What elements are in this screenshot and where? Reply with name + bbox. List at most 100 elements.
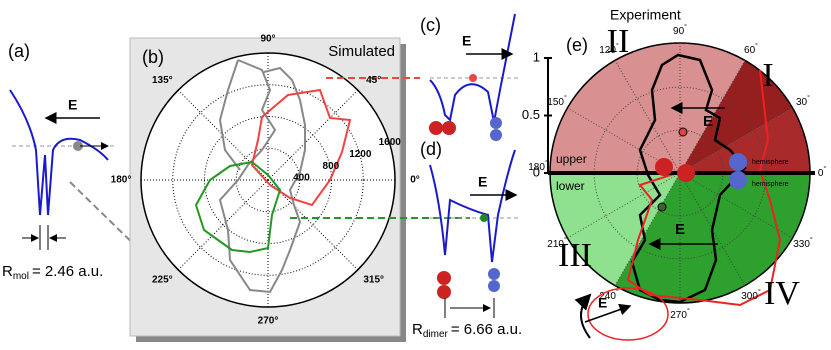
angle-value: 30 [796,97,808,108]
angle-value: 90 [673,26,685,37]
quadrant-label: III [558,237,592,274]
gray-curve [218,59,306,294]
hemisphere-label: upper [556,152,587,166]
degree: ° [687,307,690,315]
field-label: E [598,295,607,311]
panel-title: Experiment [610,7,681,23]
angle-label: 90° [673,23,687,37]
angle-value: 0 [818,168,824,179]
angle-label: 225° [152,274,173,285]
field-label: E [478,174,487,190]
quadrant-label: II [607,23,630,60]
panel-label: (b) [142,47,164,67]
degree: ° [807,94,810,102]
field-vector [584,303,632,323]
hemisphere-label: lower [556,179,585,193]
angle-label: 330° [793,236,813,250]
angle-label: 45° [366,75,381,86]
field-label: E [462,33,471,49]
angle-label: 300° [741,288,761,302]
grid-spoke [614,60,681,174]
electron [73,141,83,151]
r-label: Rmol = 2.46 a.u. [2,263,103,282]
degree: ° [755,42,758,50]
grid-spoke [267,179,359,271]
hemisphere-note: hemisphere [752,159,789,166]
angle-label: 60° [744,42,758,56]
grid-spoke [567,172,681,239]
electron [469,74,477,82]
atom [488,280,500,292]
angle-label: 30° [796,94,810,108]
angle-value: 240 [599,291,616,302]
sector [680,60,793,173]
angle-value: 330 [793,239,810,250]
black-curve [630,53,747,304]
degree: ° [616,288,619,296]
angle-label: 240° [599,288,619,302]
degree: ° [545,159,548,167]
panel-a: (a) E Rmol = 2.46 a.u. [2,41,200,282]
angle-label: 270° [258,316,279,327]
grid-spoke [679,60,746,174]
angle-label: 180° [111,175,132,186]
angle-label: 315° [363,274,384,285]
panel-label: (a) [8,41,30,61]
red-curve [250,88,352,207]
hemisphere-note: hemisphere [752,181,789,188]
scale-label: 1 [533,49,540,64]
atom [729,171,747,189]
angle-label: 180° [528,159,548,173]
angle-label: 90° [260,34,275,45]
quadrant-label: I [762,57,773,94]
angle-label: 0° [818,165,827,179]
panel-label: (c) [420,15,441,35]
quadrant-label: IV [764,275,800,312]
field-label: E [675,221,685,238]
grid-spoke [614,172,681,286]
electron [480,214,488,222]
atom [437,285,451,299]
atom [442,121,456,135]
potential-curve [9,89,109,216]
green-curve [194,160,282,254]
radial-label: 800 [323,161,340,172]
grid-spoke [267,89,359,181]
scale-label: 0.5 [522,107,540,122]
atom [655,158,673,176]
radial-label: 1600 [379,137,402,148]
angle-label: 210° [547,236,567,250]
angle-value: 300 [741,291,758,302]
angle-label: 120° [599,42,619,56]
field-label: E [703,113,713,130]
r-label: Rdimer = 6.66 a.u. [412,321,522,340]
degree: ° [823,165,826,173]
atom [488,268,500,280]
grid-spoke [177,179,269,271]
angle-label: 135° [152,75,173,86]
panel-c: (c) E [420,13,520,141]
grid-ring [235,147,301,213]
panel-title: Simulated [328,43,395,60]
panel-label: (d) [420,139,442,159]
angle-label: 0° [410,175,420,186]
panel-e: Experiment (e) 10.50 0°30°60°90°120°150°1… [522,7,827,341]
atom [429,121,443,135]
potential-curve [429,149,516,263]
grid-spoke [679,172,746,286]
angle-value: 120 [599,45,616,56]
atom [729,153,747,171]
sector [680,108,810,173]
radial-label: 400 [293,173,310,184]
atom [437,271,451,285]
grid-spoke [679,172,793,239]
degree: ° [616,42,619,50]
atom [490,117,502,129]
panel-d: (d) E Rdimer = 6.66 a.u. [412,139,522,340]
angle-value: 60 [744,45,756,56]
angle-value: 150 [547,97,564,108]
angle-value: 180 [528,162,545,173]
atom [490,129,502,141]
angle-value: 270 [670,310,687,321]
